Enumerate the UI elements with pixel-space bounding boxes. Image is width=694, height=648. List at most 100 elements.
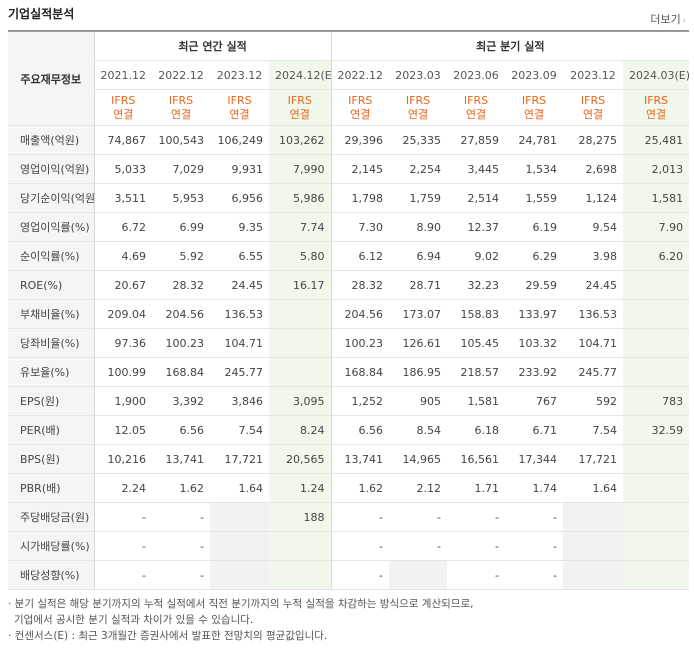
quarter-group-header: 최근 분기 실적 [331, 31, 690, 61]
table-cell: 7.74 [269, 212, 332, 242]
table-cell: 1,759 [389, 183, 448, 213]
table-cell: 28.71 [389, 270, 448, 300]
table-cell: 3,511 [94, 183, 152, 213]
table-cell: 1,581 [623, 183, 690, 213]
table-cell: 7.54 [210, 415, 269, 445]
table-cell: 126.61 [389, 328, 448, 358]
row-label: 부채비율(%) [8, 299, 95, 329]
table-cell: - [505, 560, 564, 590]
table-cell: 103,262 [269, 125, 332, 155]
table-cell: - [152, 560, 210, 590]
row-label: 영업이익(억원) [8, 154, 95, 184]
table-cell: - [505, 502, 564, 532]
table-cell: - [94, 502, 152, 532]
period-header: 2023.12 [563, 60, 624, 90]
table-cell: 1,252 [331, 386, 390, 416]
period-header: 2022.12 [152, 60, 210, 90]
table-cell: 7.90 [623, 212, 690, 242]
row-label: 매출액(억원) [8, 125, 95, 155]
table-cell: 25,335 [389, 125, 448, 155]
period-header: 2021.12 [94, 60, 152, 90]
table-row: 당기순이익(억원) 3,511 5,953 6,956 5,986 1,798 1,759 2… [8, 183, 690, 213]
table-cell: - [331, 502, 390, 532]
table-cell: 168.84 [152, 357, 210, 387]
basis-scope: 연결 [582, 107, 604, 121]
table-cell: 9.54 [563, 212, 624, 242]
table-cell: 3,445 [447, 154, 506, 184]
table-row: 주당배당금(원) - -188- - - - [8, 502, 690, 532]
table-cell [210, 560, 269, 590]
table-cell: 24,781 [505, 125, 564, 155]
table-cell: 1,900 [94, 386, 152, 416]
table-cell: 6.12 [331, 241, 390, 271]
table-cell: 8.90 [389, 212, 448, 242]
table-cell: 6.71 [505, 415, 564, 445]
period-header: 2022.12 [331, 60, 390, 90]
table-cell: 1.62 [152, 473, 210, 503]
basis-scope: 연결 [523, 107, 545, 121]
table-cell: 28.32 [152, 270, 210, 300]
table-cell: - [447, 531, 506, 561]
table-cell: 16.17 [269, 270, 332, 300]
table-cell [389, 560, 448, 590]
table-cell: - [505, 531, 564, 561]
table-cell: 136.53 [563, 299, 624, 329]
table-cell: 1,581 [447, 386, 506, 416]
basis-header: IFRS 연결 [505, 89, 564, 126]
table-cell: 218.57 [447, 357, 506, 387]
table-cell: 7.54 [563, 415, 624, 445]
table-cell: 6.94 [389, 241, 448, 271]
table-cell: 2,013 [623, 154, 690, 184]
table-row: PER(배) 12.05 6.56 7.54 8.24 6.56 8.54 6.18 6.71 7… [8, 415, 690, 445]
table-cell: 6.19 [505, 212, 564, 242]
table-cell [623, 357, 690, 387]
table-cell: 8.54 [389, 415, 448, 445]
table-cell: 2,514 [447, 183, 506, 213]
table-cell: 32.59 [623, 415, 690, 445]
table-cell: 1.74 [505, 473, 564, 503]
table-cell: 1.64 [563, 473, 624, 503]
table-cell: 24.45 [210, 270, 269, 300]
table-row: BPS(원) 10,216 13,741 17,721 20,565 13,741 14,9… [8, 444, 690, 474]
basis-standard: IFRS [227, 93, 252, 107]
table-cell: 1,559 [505, 183, 564, 213]
table-cell: 767 [505, 386, 564, 416]
table-cell: 100.23 [331, 328, 390, 358]
basis-standard: IFRS [168, 93, 194, 107]
table-cell: 4.69 [94, 241, 152, 271]
basis-standard: IFRS [348, 93, 373, 107]
basis-header: IFRS 연결 [563, 89, 624, 126]
row-label: 시가배당률(%) [8, 531, 95, 561]
table-cell: 9.02 [447, 241, 506, 271]
table-cell: 105.45 [447, 328, 506, 358]
table-row: 시가배당률(%) - - - - - - [8, 531, 690, 561]
table-cell: 1,798 [331, 183, 390, 213]
table-cell [563, 502, 624, 532]
table-cell: 6.99 [152, 212, 210, 242]
table-cell: 6.18 [447, 415, 506, 445]
table-cell: 6.20 [623, 241, 690, 271]
table-cell: - [389, 502, 448, 532]
period-header: 2023.03 [389, 60, 448, 90]
table-cell: 16,561 [447, 444, 506, 474]
table-cell: 29.59 [505, 270, 564, 300]
basis-header: IFRS 연결 [210, 89, 269, 126]
table-cell: 1.24 [269, 473, 332, 503]
table-cell [623, 270, 690, 300]
table-cell: 17,344 [505, 444, 564, 474]
table-cell: 25,481 [623, 125, 690, 155]
table-cell: - [152, 531, 210, 561]
basis-scope: 연결 [113, 107, 134, 121]
table-cell: 204.56 [331, 299, 390, 329]
table-cell [269, 328, 332, 358]
table-cell: 204.56 [152, 299, 210, 329]
more-label[interactable]: 더보기 [650, 13, 681, 26]
basis-header: IFRS 연결 [152, 89, 210, 126]
footnote: · 분기 실적은 해당 분기까지의 누적 실적에서 직전 분기까지의 누적 실적… [8, 598, 474, 610]
table-cell: 100.99 [94, 357, 152, 387]
more-link[interactable]: 더보기 › [650, 11, 686, 27]
table-cell: 3,846 [210, 386, 269, 416]
table-cell [623, 560, 690, 590]
table-cell: 1,534 [505, 154, 564, 184]
period-header: 2023.06 [447, 60, 506, 90]
